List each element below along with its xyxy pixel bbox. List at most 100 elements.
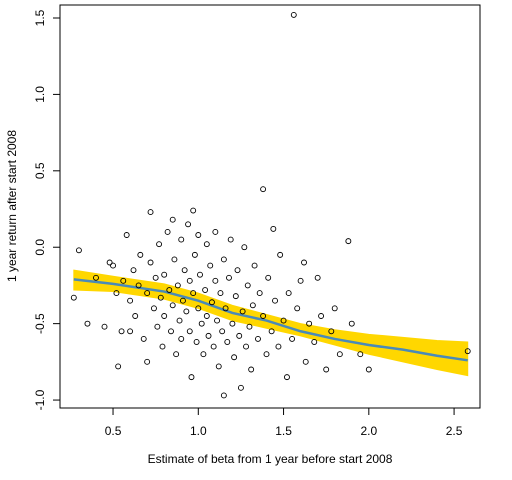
data-point [268,328,275,335]
data-point [203,241,210,248]
data-point [306,320,313,327]
x-tick-label: 1.5 [275,424,292,438]
data-point [260,313,267,319]
data-point [246,323,253,330]
data-point [151,305,157,312]
data-point [200,351,207,358]
data-point [265,274,272,281]
data-point [169,302,176,309]
data-point [251,262,258,269]
data-point [164,228,171,235]
data-point [220,256,227,263]
data-point [115,363,122,370]
data-point [84,320,91,327]
data-point [110,262,116,269]
data-point [263,351,270,358]
y-tick-label: 1.0 [33,86,47,103]
data-point [144,358,151,365]
data-point [260,186,267,193]
y-tick-label: 0.5 [33,162,47,179]
y-tick-label: 1.5 [33,9,47,26]
data-point [93,274,99,281]
data-point [123,232,130,238]
data-point [197,271,203,278]
data-point [336,351,343,358]
data-point [113,290,120,297]
data-point [212,277,219,284]
data-point [173,351,180,358]
data-point [241,244,248,251]
data-point [331,305,338,312]
data-point [161,271,168,278]
data-point [191,251,198,258]
data-point [328,328,335,335]
data-point [178,335,185,342]
data-point [272,297,278,304]
y-tick-label: -1.0 [33,389,47,410]
data-point [290,11,297,18]
x-tick-label: 1.0 [190,424,207,438]
x-tick-label: 0.5 [105,424,122,438]
y-tick-label: 0.0 [33,239,47,256]
data-point [270,225,277,232]
data-point [144,290,151,297]
data-point [202,287,209,293]
data-point [135,282,142,289]
y-tick-label: -0.5 [33,313,47,334]
data-point [118,328,125,335]
data-point [314,274,321,281]
data-point [205,332,212,339]
data-point [219,328,226,335]
data-point [127,328,134,335]
data-point [120,277,127,284]
data-point [140,335,147,342]
data-point [70,294,77,301]
data-point [181,267,188,274]
data-point [214,317,221,324]
data-point [318,313,325,319]
data-point [137,251,144,258]
data-point [231,354,238,361]
data-point [464,348,471,355]
data-point [190,290,197,297]
data-point [212,228,219,235]
data-point [101,323,108,330]
data-point [289,335,296,342]
data-point [75,247,82,254]
data-point [255,335,261,342]
data-point [229,320,236,327]
data-point [222,305,229,312]
data-point [185,221,192,228]
data-point [284,374,290,381]
data-point [217,290,224,297]
data-point [232,293,239,300]
data-point [249,302,256,309]
data-point [161,313,168,319]
data-point [215,363,222,370]
data-point [256,290,263,297]
data-point [236,332,243,339]
fit-line [73,278,468,362]
data-point [190,207,197,214]
x-tick-label: 2.0 [360,424,377,438]
x-tick-label: 2.5 [446,424,463,438]
data-point [186,277,193,284]
data-point [169,216,176,223]
data-point [237,384,244,391]
data-point [244,282,251,289]
data-point [198,320,205,327]
data-point [294,305,301,312]
data-point [106,259,113,266]
data-point [193,339,200,345]
data-point [365,366,372,373]
data-point [195,305,202,312]
data-point [243,343,249,350]
data-point [171,256,178,263]
data-point [357,351,364,358]
data-point [132,313,139,319]
data-point [154,323,161,330]
data-point [323,366,330,373]
data-point [159,343,166,350]
data-point [178,236,185,243]
